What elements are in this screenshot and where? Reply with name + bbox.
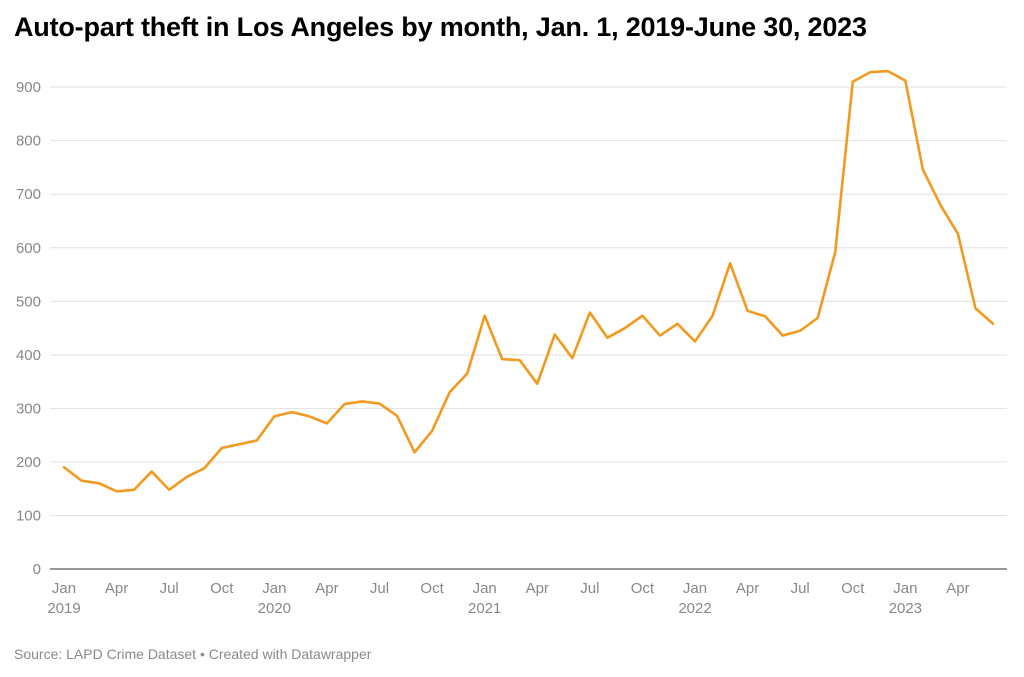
x-tick-label: Oct — [631, 580, 655, 597]
y-tick-label: 800 — [16, 133, 41, 150]
y-tick-label: 700 — [16, 186, 41, 203]
chart-title: Auto-part theft in Los Angeles by month,… — [14, 12, 867, 42]
x-tick-label: Jan — [262, 580, 286, 597]
x-tick-label: Jul — [370, 580, 389, 597]
x-tick-label: Apr — [526, 580, 549, 597]
x-axis-ticks: Jan 2019 Apr Jul Oct Jan 2020 Apr Jul Oct Jan 2021 A… — [47, 580, 969, 617]
credit-note: Created with Datawrapper — [208, 646, 372, 662]
y-tick-label: 600 — [16, 240, 41, 257]
gridlines — [50, 86, 1007, 570]
x-tick-label: Jan — [473, 580, 497, 597]
y-tick-label: 0 — [33, 561, 41, 578]
x-tick-label: Apr — [315, 580, 338, 597]
x-tick-label: Oct — [210, 580, 234, 597]
footer-separator: • — [196, 646, 209, 662]
x-tick-year-label: 2023 — [889, 600, 922, 617]
x-tick-label: Apr — [105, 580, 128, 597]
y-tick-label: 100 — [16, 507, 41, 524]
x-tick-label: Jul — [160, 580, 179, 597]
y-axis-ticks: 0 100 200 300 400 500 600 700 800 900 — [16, 79, 41, 578]
x-tick-label: Oct — [420, 580, 444, 597]
x-tick-label: Apr — [736, 580, 759, 597]
x-tick-year-label: 2021 — [468, 600, 501, 617]
y-tick-label: 900 — [16, 79, 41, 96]
chart-footer: Source: LAPD Crime Dataset • Created wit… — [14, 646, 371, 662]
y-tick-label: 500 — [16, 293, 41, 310]
series-layer — [62, 69, 995, 493]
x-tick-label: Jan — [893, 580, 917, 597]
x-tick-label: Jan — [683, 580, 707, 597]
x-tick-label: Jul — [791, 580, 810, 597]
y-tick-label: 200 — [16, 454, 41, 471]
x-tick-year-label: 2022 — [678, 600, 711, 617]
x-tick-label: Apr — [946, 580, 969, 597]
x-tick-label: Oct — [841, 580, 865, 597]
x-tick-label: Jan — [52, 580, 76, 597]
series-line — [62, 69, 995, 493]
x-tick-year-label: 2020 — [258, 600, 291, 617]
x-tick-year-label: 2019 — [47, 600, 80, 617]
source-note: Source: LAPD Crime Dataset — [14, 646, 197, 662]
x-tick-label: Jul — [580, 580, 599, 597]
y-tick-label: 400 — [16, 347, 41, 364]
y-tick-label: 300 — [16, 400, 41, 417]
